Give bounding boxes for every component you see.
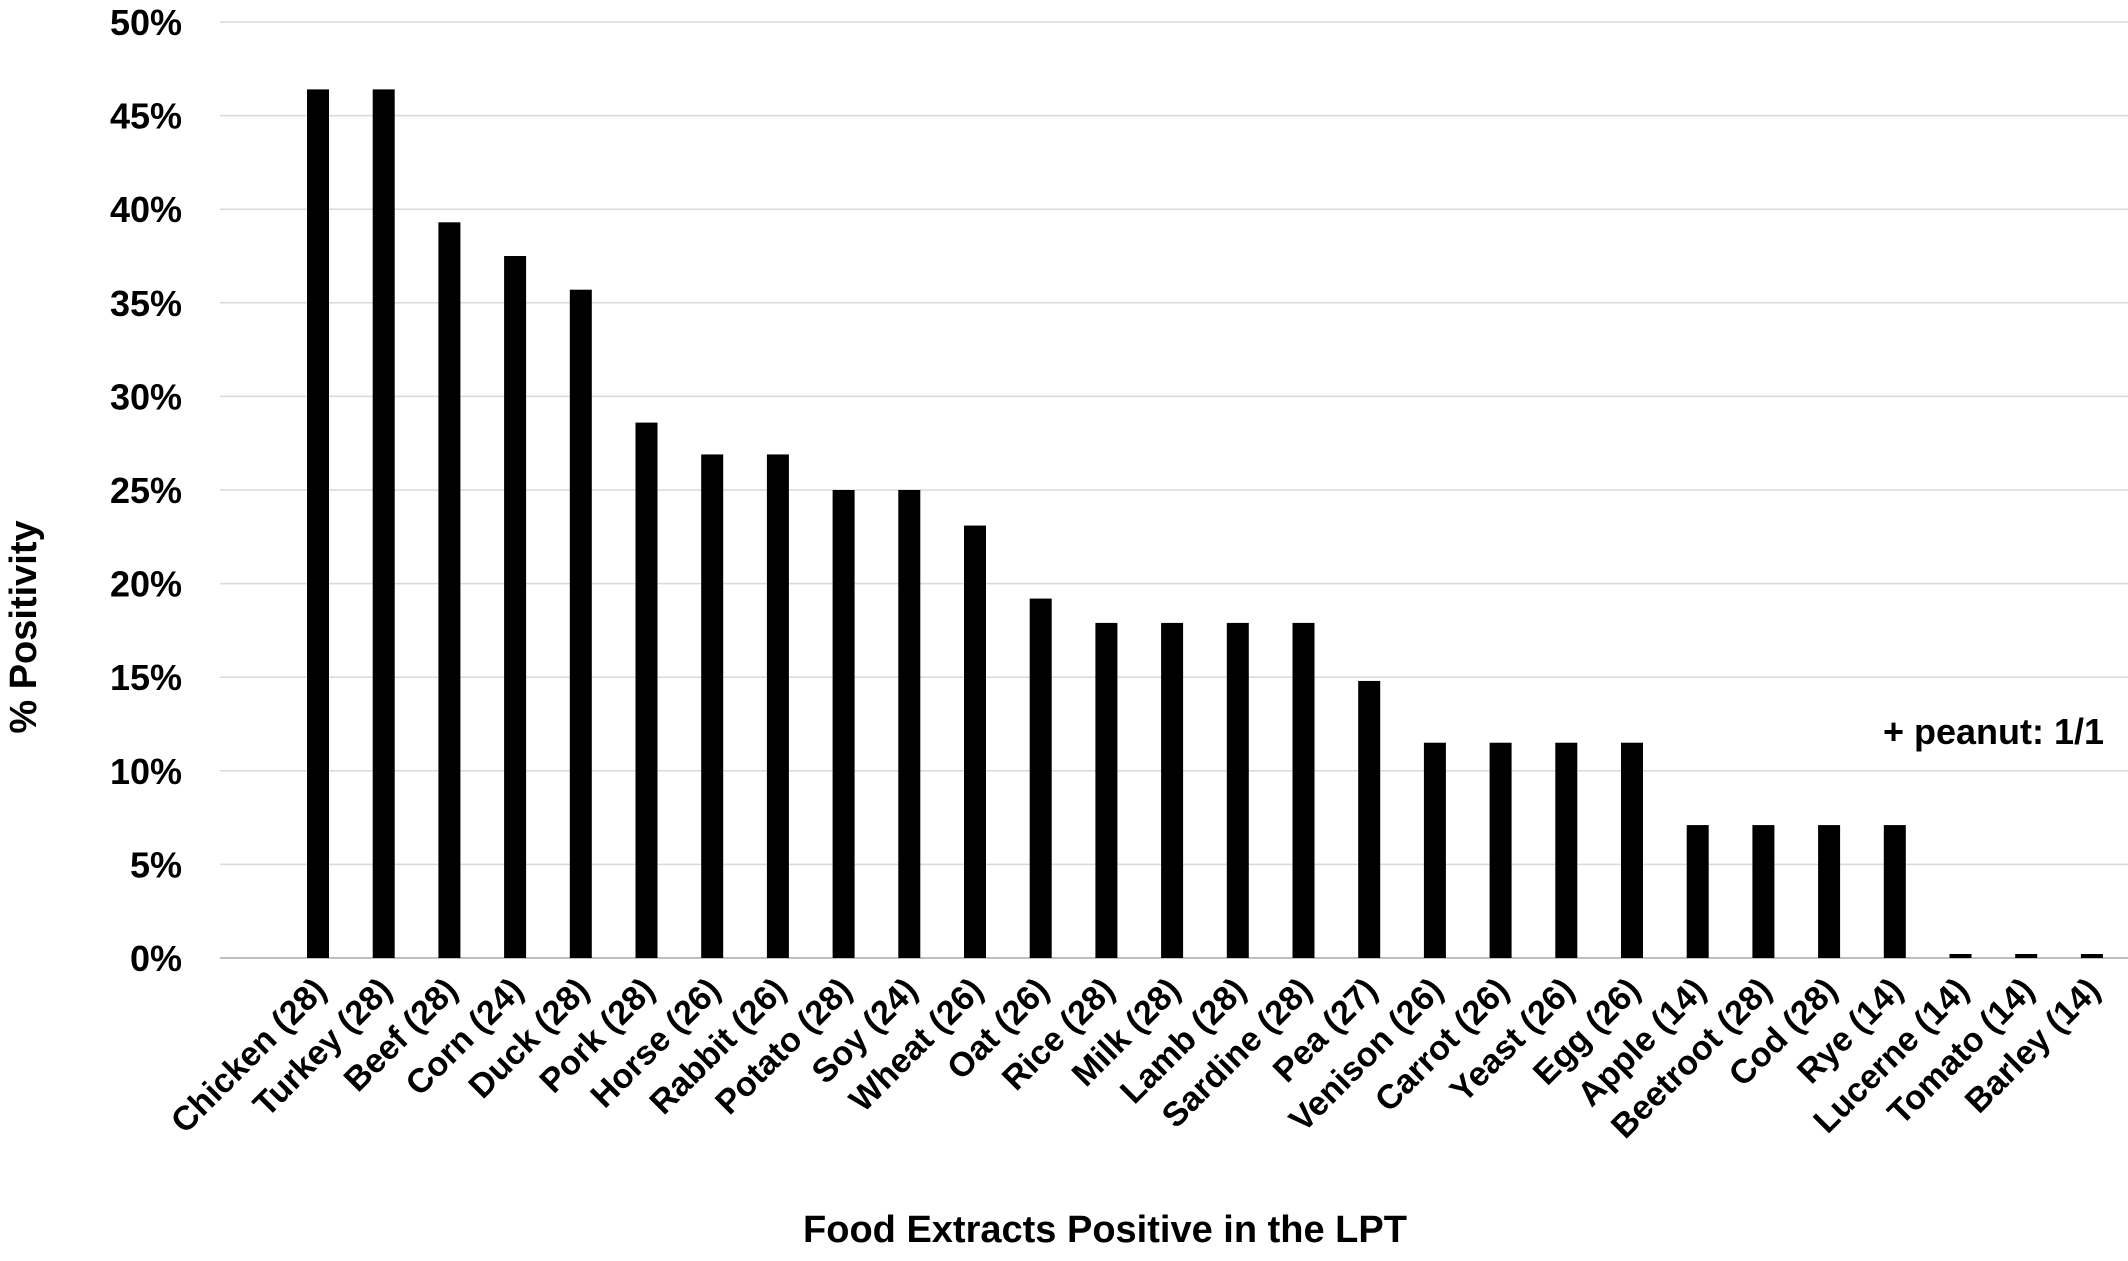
bar: [1818, 825, 1841, 958]
bar: [2015, 954, 2038, 958]
bar: [307, 89, 329, 959]
y-tick-label: 20%: [110, 564, 182, 605]
bar: [569, 289, 592, 958]
bar: [898, 490, 921, 958]
y-tick-label: 40%: [110, 189, 182, 230]
bar: [1752, 825, 1775, 958]
y-axis-tick-labels: 0% 5% 10% 15% 20% 25% 30% 35% 40% 45% 50%: [110, 2, 182, 979]
y-tick-label: 15%: [110, 657, 182, 698]
bar: [372, 89, 395, 959]
y-tick-label: 45%: [110, 96, 182, 137]
bar: [1883, 825, 1906, 958]
y-tick-label: 25%: [110, 470, 182, 511]
bar: [1161, 622, 1184, 958]
bar: [1489, 742, 1512, 958]
bar: [504, 256, 527, 958]
bar: [1555, 742, 1578, 958]
bar: [1029, 598, 1052, 958]
bar: [766, 454, 789, 958]
y-axis-label: % Positivity: [3, 520, 45, 733]
y-tick-label: 0%: [130, 938, 182, 979]
y-tick-label: 30%: [110, 376, 182, 417]
y-tick-label: 10%: [110, 751, 182, 792]
bar: [1292, 622, 1315, 958]
bar: [1621, 742, 1643, 958]
bar: [1095, 622, 1118, 958]
bar: [701, 454, 724, 958]
peanut-annotation: + peanut: 1/1: [1883, 711, 2104, 752]
bar: [1949, 954, 1972, 958]
bar: [2080, 954, 2103, 958]
bars: [307, 89, 2103, 959]
gridlines: [220, 21, 2128, 959]
x-axis-tick-labels: Chicken (28)Turkey (28)Beef (28)Corn (24…: [164, 971, 2108, 1146]
x-axis-label: Food Extracts Positive in the LPT: [803, 1209, 1407, 1251]
y-tick-label: 5%: [130, 844, 182, 885]
y-tick-label: 35%: [110, 283, 182, 324]
bar: [1358, 680, 1381, 958]
bar: [1686, 825, 1709, 958]
bar: [635, 422, 658, 958]
bar: [1423, 742, 1446, 958]
y-tick-label: 50%: [110, 2, 182, 43]
bar: [964, 525, 986, 958]
bar: [832, 490, 855, 958]
bar: [438, 222, 461, 958]
bar: [1226, 622, 1249, 958]
